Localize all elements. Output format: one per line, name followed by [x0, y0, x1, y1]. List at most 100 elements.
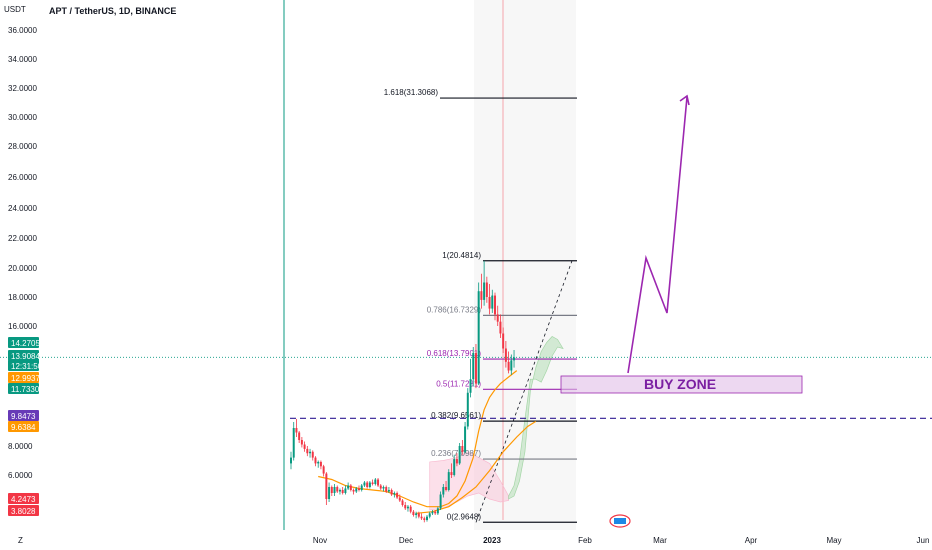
price-badge-4: 11.7330	[8, 383, 40, 394]
price-badge-bg	[8, 350, 39, 361]
candle-body	[423, 518, 426, 520]
projection-path	[627, 96, 688, 374]
y-tick-0: 36.0000	[8, 26, 37, 35]
candle-body	[396, 493, 399, 498]
fib-label-5: 0.382(9.6561)	[431, 411, 481, 420]
candle-body	[507, 361, 510, 371]
candle-body	[330, 487, 333, 493]
candle-body	[314, 457, 317, 464]
candle-body	[472, 353, 475, 380]
price-badge-label: 13.9084	[11, 352, 40, 361]
highlight-region	[474, 0, 576, 530]
candle-body	[398, 497, 401, 501]
price-badge-8: 3.8028	[8, 505, 39, 516]
candle-body	[464, 426, 467, 452]
fib-label-0: 1.618(31.3068)	[384, 88, 439, 97]
candle-body	[311, 451, 314, 458]
candle-body	[309, 451, 312, 454]
chart-title: APT / TetherUS, 1D, BINANCE	[49, 6, 176, 16]
candle-body	[494, 295, 496, 315]
candle-body	[466, 392, 469, 427]
y-tick-12: 6.0000	[8, 471, 33, 480]
price-badge-6: 9.6384	[8, 421, 39, 432]
price-badge-bg	[8, 421, 39, 432]
candle-body	[431, 511, 434, 514]
y-tick-1: 34.0000	[8, 55, 37, 64]
candle-body	[349, 485, 352, 490]
x-tick-5: Apr	[745, 536, 758, 545]
candle-body	[377, 479, 380, 486]
candle-body	[474, 353, 477, 384]
candle-body	[322, 466, 325, 474]
price-badge-label: 4.2473	[11, 495, 36, 504]
candle-body	[352, 490, 355, 492]
candle-body	[436, 508, 439, 514]
y-tick-9: 18.0000	[8, 293, 37, 302]
price-badge-label: 3.8028	[11, 507, 36, 516]
price-badge-label: 14.2705	[11, 339, 40, 348]
y-tick-5: 26.0000	[8, 173, 37, 182]
candle-body	[300, 440, 303, 445]
candle-body	[371, 482, 374, 484]
y-tick-4: 28.0000	[8, 142, 37, 151]
price-badge-label: 11.7330	[11, 385, 40, 394]
candle-body	[390, 490, 393, 495]
candle-body	[347, 485, 350, 489]
candle-body	[483, 282, 486, 300]
candle-body	[303, 444, 306, 449]
candle-body	[409, 506, 412, 512]
candle-body	[298, 432, 301, 440]
candle-body	[366, 482, 369, 487]
footer-letter[interactable]: Z	[18, 536, 23, 545]
buy-zone-label: BUY ZONE	[644, 376, 716, 392]
x-tick-7: Jun	[917, 536, 930, 545]
candle-body	[385, 487, 388, 492]
candle-body	[325, 473, 328, 499]
y-tick-7: 22.0000	[8, 234, 37, 243]
x-tick-2: 2023	[483, 536, 501, 545]
price-badge-label: 9.8473	[11, 412, 36, 421]
projection-arrowhead	[679, 94, 690, 106]
candle-body	[455, 459, 458, 464]
price-badge-5: 9.8473	[8, 410, 39, 421]
candle-body	[306, 448, 309, 454]
price-badge-7: 4.2473	[8, 493, 39, 504]
price-badge-label: 12.9937	[11, 374, 40, 383]
price-badge-bg	[8, 383, 39, 394]
y-tick-10: 16.0000	[8, 322, 37, 331]
candle-body	[379, 485, 382, 489]
candle-body	[447, 472, 450, 490]
candle-body	[496, 314, 499, 322]
x-tick-0: Nov	[313, 536, 327, 545]
candle-body	[328, 487, 331, 499]
candle-body	[404, 505, 407, 509]
x-tick-4: Mar	[653, 536, 667, 545]
candle-body	[344, 488, 347, 493]
candle-body	[295, 428, 298, 433]
fib-trendline	[475, 260, 573, 523]
x-tick-1: Dec	[399, 536, 413, 545]
candle-body	[319, 461, 322, 467]
candle-body	[453, 459, 456, 475]
candle-body	[336, 487, 339, 492]
price-badge-bg	[8, 360, 39, 371]
candle-body	[290, 457, 292, 464]
price-badge-0: 14.2705	[8, 337, 40, 348]
candle-body	[434, 511, 437, 514]
candle-body	[406, 506, 409, 509]
candle-body	[428, 513, 431, 517]
price-badge-3: 12.9937	[8, 372, 40, 383]
candle-body	[504, 348, 507, 362]
fib-label-6: 0.236(7.0987)	[431, 449, 481, 458]
candle-body	[387, 490, 390, 492]
candle-body	[333, 487, 336, 493]
candle-body	[469, 379, 472, 393]
x-tick-6: May	[826, 536, 841, 545]
candle-body	[338, 490, 341, 492]
candle-body	[415, 513, 418, 515]
candle-body	[401, 500, 404, 505]
price-badge-bg	[8, 337, 39, 348]
price-badge-label: 9.6384	[11, 423, 36, 432]
flag-icon-inner	[614, 518, 626, 524]
